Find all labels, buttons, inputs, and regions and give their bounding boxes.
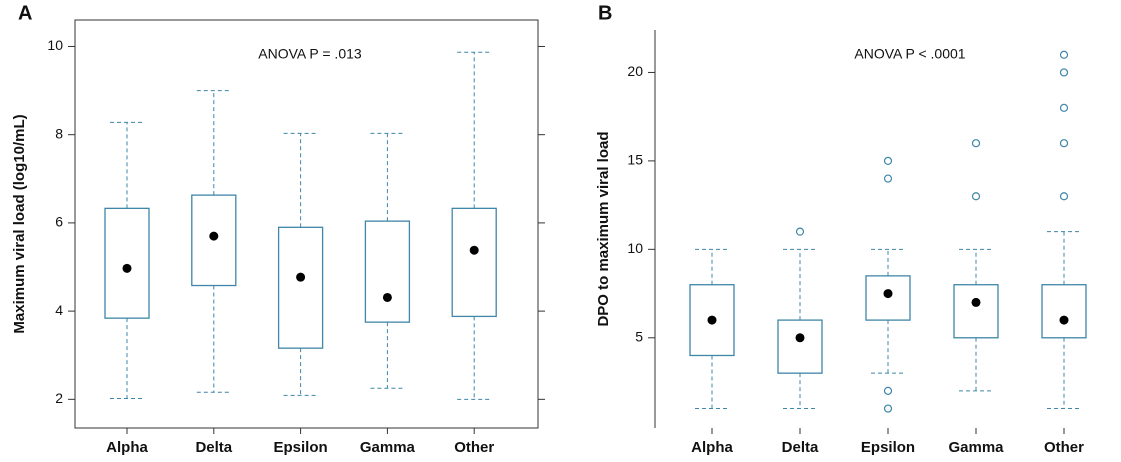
x-tick-label: Other [454,439,494,456]
annotation: ANOVA P < .0001 [854,46,965,62]
y-axis-label: DPO to maximum viral load [595,131,612,326]
x-tick-label: Gamma [948,439,1004,456]
y-axis-label: Maximum viral load (log10/mL) [11,114,28,333]
y-tick-label: 20 [627,63,643,79]
y-tick-label: 5 [635,328,643,344]
box [277,226,324,349]
mean-dot [209,231,219,241]
x-tick-label: Alpha [691,439,733,456]
outlier [1059,192,1069,201]
outlier [883,156,893,165]
box [1041,284,1087,339]
mean-dot [795,333,805,343]
x-tick-label: Other [1044,439,1084,456]
mean-dot [296,272,306,282]
outlier [883,386,893,395]
y-tick-label: 15 [627,152,643,168]
outlier [1059,139,1069,148]
box [953,284,999,339]
plot-frame [74,19,539,429]
box [364,220,411,323]
y-tick-label: 6 [55,214,63,230]
x-tick-label: Gamma [360,439,416,456]
mean-dot [971,297,981,307]
outlier [795,227,805,236]
mean-dot [122,263,132,273]
x-tick-label: Delta [782,439,819,456]
x-tick-label: Alpha [106,439,148,456]
mean-dot [1059,315,1069,325]
mean-dot [382,292,392,302]
y-tick-label: 8 [55,125,63,141]
outlier [971,192,981,201]
x-tick-label: Epsilon [861,439,915,456]
y-tick-label: 4 [55,302,63,318]
y-tick-label: 10 [47,37,63,53]
panel-label: A [18,2,32,24]
box [451,207,497,318]
x-tick-label: Delta [195,439,232,456]
panel-label: B [598,2,612,24]
box [777,319,823,374]
outlier [883,404,893,413]
outlier [971,139,981,148]
box [104,207,150,319]
outlier [1059,103,1069,112]
annotation: ANOVA P = .013 [258,46,362,62]
outlier [883,174,893,183]
x-tick-label: Epsilon [274,439,328,456]
outlier [1059,68,1069,77]
mean-dot [707,315,717,325]
mean-dot [883,289,893,299]
y-tick-label: 2 [55,390,63,406]
y-tick-label: 10 [627,240,643,256]
outlier [1059,50,1069,59]
mean-dot [469,245,479,255]
